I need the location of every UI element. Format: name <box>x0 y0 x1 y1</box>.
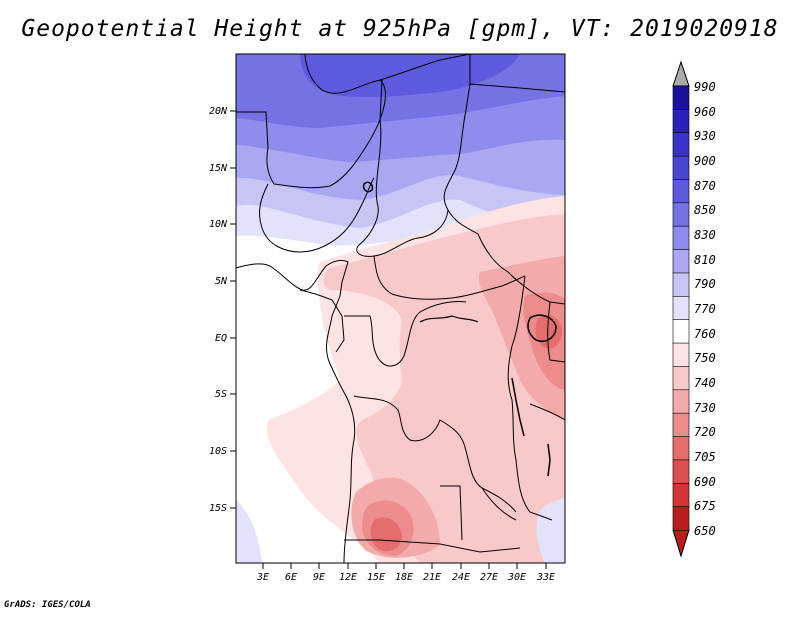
colorbar-label: 930 <box>694 129 716 143</box>
lon-label: 9E <box>313 572 325 583</box>
colorbar-label: 900 <box>694 154 716 168</box>
colorbar-swatch <box>672 389 690 414</box>
band-870 <box>300 54 520 98</box>
colorbar-swatch <box>672 482 690 508</box>
lon-label: 18E <box>395 572 413 583</box>
lake-tanganyika <box>511 377 525 437</box>
border-cameroon-gabon <box>299 289 345 353</box>
border-car <box>373 255 526 300</box>
lat-label: 15N <box>209 163 228 174</box>
colorbar-top-arrow <box>672 60 690 87</box>
border-drc-east <box>507 275 553 521</box>
colorbar-swatch <box>672 459 690 484</box>
lon-label: 3E <box>256 572 269 583</box>
lon-label: 27E <box>480 572 498 583</box>
colorbar-swatch <box>672 296 690 321</box>
colorbar-label: 740 <box>694 376 716 390</box>
border-congo-drc <box>344 301 467 367</box>
lon-axis: 3E 6E 9E 12E 15E 18E 21E 24E 27E 30E 33E <box>256 563 555 583</box>
border-chad <box>356 79 449 257</box>
colorbar-swatch <box>672 249 690 274</box>
colorbar-label: 690 <box>694 475 716 489</box>
colorbar-label: 850 <box>694 203 716 217</box>
height-field <box>236 54 565 563</box>
lon-label: 30E <box>507 572 526 583</box>
colorbar-label: 760 <box>694 327 716 341</box>
colorbar-swatch <box>672 506 690 531</box>
footer-credit: GrADS: IGES/COLA <box>4 600 91 610</box>
colorbar-swatch <box>672 225 690 251</box>
band-760-ocean <box>236 246 336 563</box>
colorbar-swatch <box>672 155 690 181</box>
colorbar-label: 705 <box>694 450 716 464</box>
congo-river <box>419 315 479 323</box>
map-borders <box>236 54 565 563</box>
lat-label: 10S <box>209 446 227 457</box>
lon-label: 12E <box>339 572 357 583</box>
border-east-africa <box>529 301 565 421</box>
colorbar-bottom-arrow <box>672 529 690 558</box>
colorbar-swatch <box>672 272 690 297</box>
colorbar-swatch <box>672 179 690 204</box>
colorbar-swatch <box>672 132 690 157</box>
colorbar-swatch <box>672 412 690 438</box>
colorbar-swatch <box>672 202 690 227</box>
lat-label: 20N <box>209 106 228 117</box>
colorbar-label: 720 <box>694 425 716 439</box>
map-frame <box>235 53 566 564</box>
lat-label: 5N <box>215 276 228 287</box>
lake-victoria <box>527 314 557 342</box>
colorbar-label: 990 <box>694 80 716 94</box>
colorbar-label: 960 <box>694 105 716 119</box>
lat-axis: 20N 15N 10N 5N EQ 5S 10S 15S <box>209 106 236 514</box>
colorbar-swatch <box>672 85 690 110</box>
colorbar-swatch <box>672 109 690 134</box>
border-libya-sudan <box>379 54 565 93</box>
colorbar-label: 770 <box>694 302 716 316</box>
lat-label: 10N <box>209 219 228 230</box>
lon-label: 6E <box>285 572 297 583</box>
colorbar-label: 675 <box>694 499 716 513</box>
colorbar-swatch <box>672 319 690 344</box>
lat-label: EQ <box>215 333 227 344</box>
band-770-southwest <box>236 500 262 563</box>
lat-label: 5S <box>215 389 227 400</box>
colorbar-label: 790 <box>694 277 716 291</box>
band-770-southeast <box>536 498 565 563</box>
colorbar-label: 750 <box>694 351 716 365</box>
lake-chad <box>362 181 374 193</box>
lon-label: 21E <box>423 572 441 583</box>
colorbar-label: 730 <box>694 401 716 415</box>
border-angola-namibia <box>344 539 521 553</box>
lon-label: 15E <box>367 572 385 583</box>
colorbar-label: 650 <box>694 524 716 538</box>
colorbar-label: 870 <box>694 179 716 193</box>
colorbar-swatch <box>672 342 690 368</box>
border-nigeria-cameroon <box>259 177 375 253</box>
lake-malawi <box>547 443 551 477</box>
colorbar-label: 810 <box>694 253 716 267</box>
lat-label: 15S <box>209 503 227 514</box>
coastline <box>236 259 356 563</box>
colorbar-swatch <box>672 366 690 391</box>
map-title: Geopotential Height at 925hPa [gpm], VT:… <box>21 16 779 42</box>
lon-label: 33E <box>536 572 555 583</box>
colorbar-label: 830 <box>694 228 716 242</box>
colorbar: 990 960 930 900 870 850 830 810 790 770 … <box>672 60 716 558</box>
band-705-south <box>370 517 402 552</box>
border-zambia <box>440 485 517 541</box>
border-sahara <box>236 54 386 189</box>
lon-label: 24E <box>452 572 470 583</box>
border-chad-sudan <box>443 83 565 305</box>
colorbar-swatch <box>672 436 690 461</box>
